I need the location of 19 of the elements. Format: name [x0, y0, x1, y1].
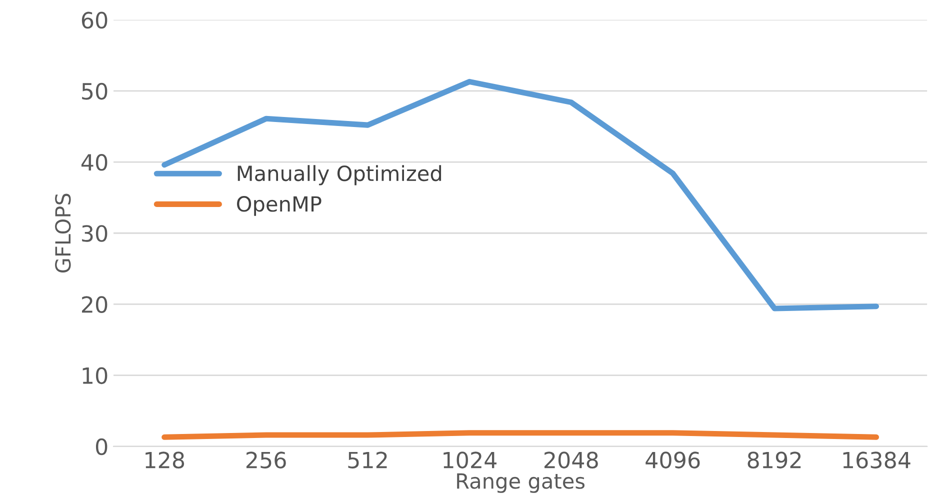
y-tick-label: 60 — [82, 12, 108, 29]
x-axis-title: Range gates — [457, 473, 585, 493]
y-tick-label: 30 — [82, 225, 108, 242]
y-tick-label: 10 — [82, 367, 108, 384]
x-tick-label: 8192 — [748, 452, 801, 468]
x-tick-label: 512 — [348, 452, 387, 468]
y-tick-label: 20 — [82, 296, 108, 313]
x-tick-label: 2048 — [544, 452, 598, 468]
y-tick-label: 40 — [81, 154, 108, 171]
y-tick-label: 0 — [96, 438, 108, 456]
x-tick-label: 128 — [146, 452, 184, 468]
y-axis-title: GFLOPS — [55, 194, 71, 273]
x-tick-label: 16384 — [843, 452, 910, 468]
x-tick-label: 4096 — [646, 452, 700, 468]
y-tick-label: 50 — [82, 82, 108, 100]
legend-label: Manually Optimized — [238, 165, 442, 186]
x-tick-label: 256 — [246, 452, 286, 468]
x-tick-label: 1024 — [444, 452, 496, 468]
legend-label: OpenMP — [237, 196, 322, 216]
